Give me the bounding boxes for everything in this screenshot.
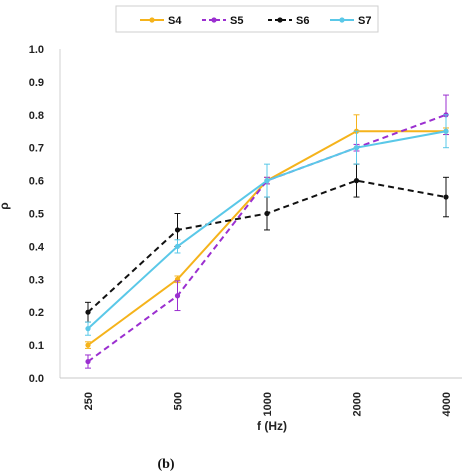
legend-swatch-marker xyxy=(277,17,283,23)
legend-swatch-marker xyxy=(149,17,155,23)
series-s4 xyxy=(85,114,449,349)
data-point xyxy=(264,210,270,217)
y-axis-ticks: 0.0 0.1 0.2 0.3 0.4 0.5 0.6 0.7 0.8 0.9 1.0 xyxy=(29,44,45,385)
legend-item-s6: S6 xyxy=(268,15,309,27)
y-tick-label: 0.8 xyxy=(29,110,44,122)
y-tick-label: 1.0 xyxy=(29,44,44,56)
y-tick-label: 0.4 xyxy=(29,241,45,253)
data-point xyxy=(264,178,270,184)
data-point xyxy=(85,326,91,332)
x-tick-label: 1000 xyxy=(262,392,274,416)
legend-swatch-marker xyxy=(211,17,217,23)
y-tick-label: 0.2 xyxy=(29,307,44,319)
series-s5 xyxy=(85,94,449,369)
legend-item-s5: S5 xyxy=(202,15,243,27)
figure-caption: (b) xyxy=(157,457,174,472)
x-tick-label: 2000 xyxy=(352,392,364,416)
data-point xyxy=(443,128,449,134)
series-line xyxy=(87,130,446,346)
data-point xyxy=(443,194,449,200)
x-tick-label: 4000 xyxy=(441,392,453,416)
data-point xyxy=(85,309,91,315)
y-tick-label: 0.6 xyxy=(29,176,44,188)
data-point xyxy=(85,358,91,365)
legend-label: S7 xyxy=(358,15,371,27)
y-tick-label: 0.0 xyxy=(29,373,44,385)
data-point xyxy=(174,227,181,233)
legend: S4 S5 S6 S7 xyxy=(140,15,371,27)
legend-item-s4: S4 xyxy=(140,15,182,27)
data-point xyxy=(353,178,360,184)
y-tick-label: 0.1 xyxy=(29,340,44,352)
legend-item-s7: S7 xyxy=(330,15,371,27)
x-tick-label: 500 xyxy=(173,392,185,410)
x-axis-title: f (Hz) xyxy=(257,419,287,433)
y-tick-label: 0.5 xyxy=(29,209,44,221)
y-tick-label: 0.7 xyxy=(29,143,44,155)
x-axis-ticks: 250 500 1000 2000 4000 xyxy=(83,392,453,416)
legend-swatch-marker xyxy=(339,17,345,23)
data-point xyxy=(174,243,181,249)
x-tick-label: 250 xyxy=(83,392,95,410)
y-tick-label: 0.3 xyxy=(29,274,44,286)
y-axis-title: ρ xyxy=(0,202,11,209)
data-point xyxy=(353,145,360,151)
legend-label: S6 xyxy=(296,15,309,27)
series-s7 xyxy=(85,114,449,336)
legend-label: S5 xyxy=(230,15,243,27)
data-point xyxy=(85,342,91,348)
series-line xyxy=(87,113,447,363)
data-point xyxy=(174,293,181,299)
y-tick-label: 0.9 xyxy=(29,77,44,89)
legend-label: S4 xyxy=(168,15,182,27)
series-layer xyxy=(85,94,449,369)
